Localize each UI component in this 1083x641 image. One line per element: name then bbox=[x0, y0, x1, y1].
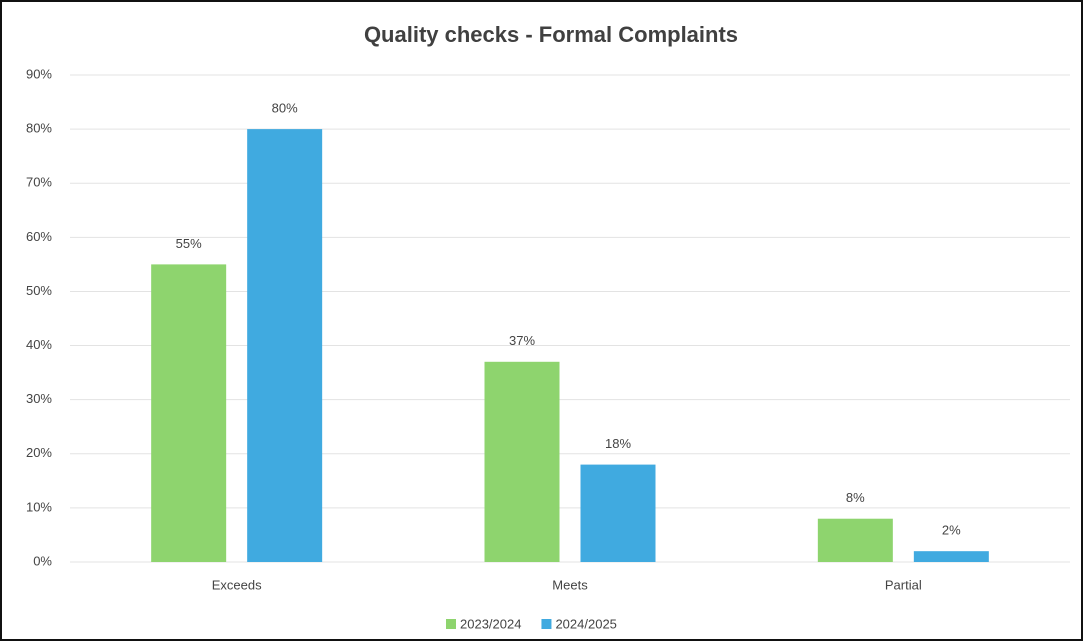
legend-label: 2024/2025 bbox=[555, 616, 616, 631]
bar bbox=[817, 518, 893, 562]
x-tick-label: Partial bbox=[885, 577, 922, 592]
y-tick-label: 60% bbox=[26, 229, 52, 244]
y-tick-label: 50% bbox=[26, 283, 52, 298]
y-tick-label: 0% bbox=[33, 553, 52, 568]
legend-swatch bbox=[446, 619, 456, 629]
y-tick-label: 70% bbox=[26, 175, 52, 190]
bar bbox=[151, 264, 227, 562]
y-tick-label: 10% bbox=[26, 499, 52, 514]
x-tick-label: Meets bbox=[552, 577, 588, 592]
y-tick-label: 40% bbox=[26, 337, 52, 352]
y-tick-label: 30% bbox=[26, 391, 52, 406]
bar bbox=[580, 464, 656, 562]
bar bbox=[484, 361, 560, 562]
data-label: 80% bbox=[272, 101, 298, 116]
data-label: 18% bbox=[605, 436, 631, 451]
legend-swatch bbox=[541, 619, 552, 629]
legend-label: 2023/2024 bbox=[460, 616, 521, 631]
data-label: 2% bbox=[942, 523, 961, 538]
bar bbox=[913, 551, 989, 562]
x-tick-label: Exceeds bbox=[212, 577, 262, 592]
y-tick-label: 80% bbox=[26, 121, 52, 136]
y-tick-label: 90% bbox=[26, 66, 52, 81]
data-label: 55% bbox=[176, 236, 202, 251]
data-label: 8% bbox=[846, 490, 865, 505]
chart-title: Quality checks - Formal Complaints bbox=[364, 22, 738, 47]
y-tick-label: 20% bbox=[26, 445, 52, 460]
bar bbox=[247, 129, 323, 562]
data-label: 37% bbox=[509, 333, 535, 348]
